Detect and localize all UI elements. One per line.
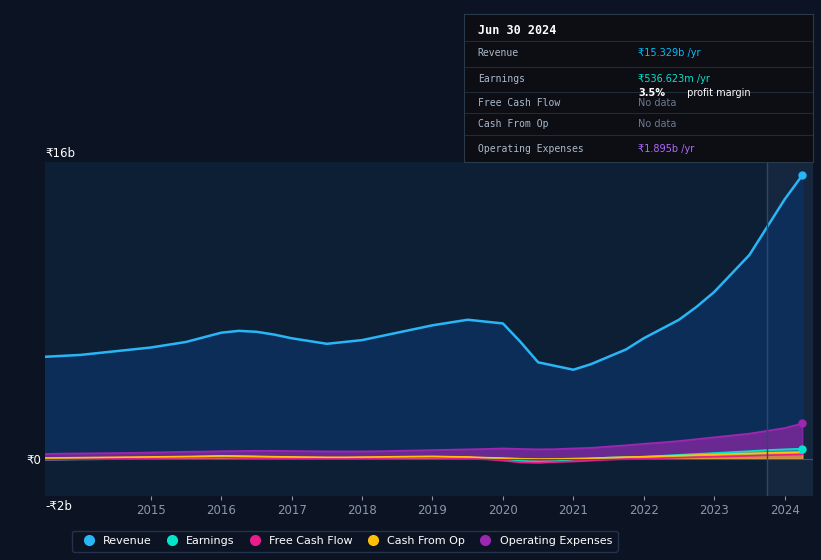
Text: Revenue: Revenue [478,48,519,58]
Text: ₹15.329b /yr: ₹15.329b /yr [639,48,701,58]
Text: Jun 30 2024: Jun 30 2024 [478,25,556,38]
Text: No data: No data [639,98,677,108]
Text: -₹2b: -₹2b [45,500,72,512]
Text: ₹1.895b /yr: ₹1.895b /yr [639,144,695,154]
Text: Operating Expenses: Operating Expenses [478,144,584,154]
Text: Free Cash Flow: Free Cash Flow [478,98,560,108]
Legend: Revenue, Earnings, Free Cash Flow, Cash From Op, Operating Expenses: Revenue, Earnings, Free Cash Flow, Cash … [72,530,617,552]
Text: ₹536.623m /yr: ₹536.623m /yr [639,73,710,83]
Text: No data: No data [639,119,677,129]
Bar [767,162,813,496]
Text: profit margin: profit margin [684,88,750,97]
Text: ₹16b: ₹16b [45,147,76,160]
Text: 3.5%: 3.5% [639,88,665,97]
Text: Cash From Op: Cash From Op [478,119,548,129]
Text: Earnings: Earnings [478,73,525,83]
